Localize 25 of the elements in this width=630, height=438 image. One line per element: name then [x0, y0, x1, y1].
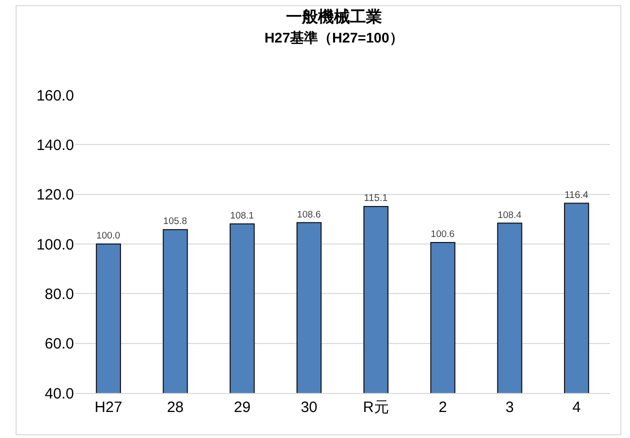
x-tick-label: 29 [234, 399, 251, 416]
data-label: 115.1 [364, 193, 388, 204]
x-tick-label: 4 [572, 399, 581, 416]
data-label: 105.8 [163, 216, 188, 228]
y-tick-label: 80.0 [44, 286, 74, 303]
y-tick-label: 100.0 [36, 236, 74, 254]
data-label: 108.6 [297, 209, 321, 220]
y-tick-label: 40.0 [44, 385, 74, 402]
x-tick-label: 3 [506, 399, 514, 416]
chart-title: 一般機械工業 [286, 8, 382, 26]
data-label: 100.0 [96, 230, 120, 242]
x-tick-label: 28 [166, 399, 184, 416]
x-tick-label: R元 [363, 399, 389, 416]
y-tick-label: 120.0 [36, 186, 74, 204]
data-label: 108.1 [230, 210, 254, 222]
y-tick-label: 60.0 [44, 336, 74, 353]
data-label: 108.4 [498, 210, 522, 221]
chart-subtitle: H27基準（H27=100） [264, 30, 404, 46]
data-label: 100.6 [430, 229, 455, 240]
y-tick-label: 140.0 [36, 136, 74, 154]
y-tick-label: 160.0 [36, 87, 74, 104]
data-label: 116.4 [564, 190, 589, 201]
x-tick-label: 30 [300, 399, 318, 416]
x-tick-label: H27 [94, 399, 122, 416]
x-tick-label: 2 [438, 399, 447, 416]
